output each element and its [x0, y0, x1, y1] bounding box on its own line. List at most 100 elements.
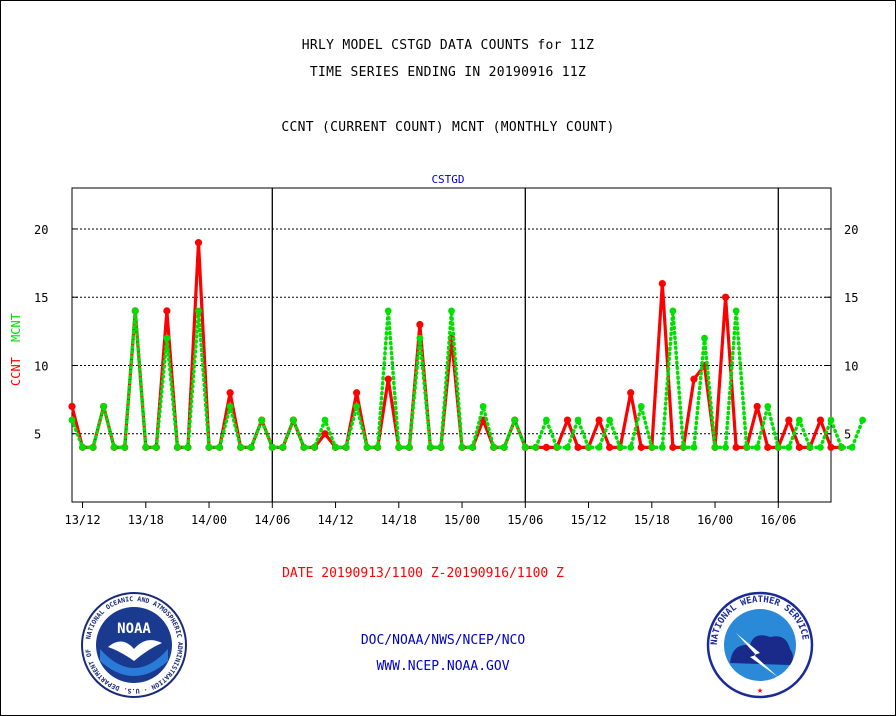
data-point-mcnt	[289, 416, 297, 424]
data-point-ccnt	[721, 293, 730, 301]
data-point-ccnt	[827, 443, 835, 451]
data-point-mcnt	[479, 403, 487, 410]
x-tick-label: 15/18	[634, 513, 670, 527]
data-point-mcnt	[542, 416, 550, 424]
plot-area-border	[71, 187, 832, 503]
data-point-mcnt	[848, 443, 856, 451]
data-point-mcnt	[131, 307, 139, 315]
x-tick-label: 15/12	[570, 513, 606, 527]
data-point-mcnt	[606, 416, 614, 424]
data-point-mcnt	[226, 403, 234, 410]
data-point-ccnt	[416, 320, 424, 329]
data-point-mcnt	[100, 403, 108, 410]
data-point-ccnt	[816, 416, 825, 424]
y-tick-label-right: 5	[844, 428, 851, 442]
data-point-ccnt	[785, 416, 793, 424]
data-point-mcnt	[163, 334, 171, 342]
data-point-mcnt	[121, 443, 129, 451]
data-point-mcnt	[690, 443, 698, 451]
data-point-mcnt	[68, 416, 76, 424]
data-point-mcnt	[321, 416, 329, 424]
y-tick-label-right: 20	[844, 223, 858, 237]
data-point-mcnt	[859, 416, 867, 424]
data-point-mcnt	[648, 443, 656, 451]
x-tick-label: 13/12	[64, 513, 100, 527]
data-point-mcnt	[416, 334, 424, 342]
data-point-ccnt	[690, 375, 698, 383]
data-point-mcnt	[247, 443, 255, 451]
data-point-mcnt	[701, 334, 708, 342]
data-point-mcnt	[469, 443, 476, 451]
data-point-mcnt	[774, 443, 782, 451]
data-point-mcnt	[574, 416, 582, 424]
data-point-ccnt	[542, 443, 550, 451]
data-point-mcnt	[363, 443, 371, 451]
data-point-mcnt	[838, 443, 845, 451]
data-point-mcnt	[521, 443, 529, 451]
time-series-chart: 5 5 10 10 15 15 20 20 13/12 13/18 14/00 14/06 14/12 1…	[34, 187, 867, 527]
nws-seal-icon: NATIONAL WEATHER SERVICE ★	[706, 591, 814, 699]
data-point-mcnt	[500, 443, 508, 451]
x-tick-label: 13/18	[128, 513, 164, 527]
data-point-ccnt	[194, 239, 203, 247]
data-point-mcnt	[258, 416, 266, 424]
y-tick-label-left: 15	[34, 291, 48, 305]
data-point-ccnt	[627, 389, 635, 397]
data-point-mcnt	[795, 416, 803, 424]
series-line-mcnt	[70, 310, 865, 450]
data-point-mcnt	[564, 443, 571, 451]
data-point-mcnt	[342, 443, 350, 451]
series-line-ccnt	[70, 241, 842, 449]
y-axis-label-ccnt: CCNT	[9, 357, 23, 386]
footer-url-link[interactable]: WWW.NCEP.NOAA.GOV	[376, 659, 510, 674]
data-point-mcnt	[195, 307, 202, 315]
data-point-mcnt	[616, 443, 624, 451]
date-range-label: DATE 20190913/1100 Z-20190916/1100 Z	[282, 566, 564, 581]
data-point-ccnt	[795, 443, 803, 451]
x-tick-label: 14/06	[254, 513, 290, 527]
data-point-mcnt	[332, 443, 339, 451]
data-point-mcnt	[595, 443, 603, 451]
data-point-mcnt	[637, 403, 645, 410]
data-point-mcnt	[785, 443, 793, 451]
data-point-ccnt	[658, 279, 666, 288]
footer-org: DOC/NOAA/NWS/NCEP/NCO	[360, 633, 526, 648]
y-tick-label-left: 5	[34, 428, 41, 442]
y-axis-label: CCNT MCNT	[9, 313, 23, 386]
data-point-mcnt	[279, 443, 287, 451]
data-point-mcnt	[437, 443, 445, 451]
y-axis-label-mcnt: MCNT	[9, 313, 23, 342]
data-point-mcnt	[79, 443, 86, 451]
data-point-mcnt	[553, 443, 561, 451]
data-point-mcnt	[311, 443, 318, 451]
svg-text:★: ★	[757, 685, 763, 696]
data-point-mcnt	[384, 307, 392, 315]
y-tick-label-right: 10	[844, 359, 858, 373]
data-point-ccnt	[764, 443, 772, 451]
data-point-mcnt	[216, 443, 223, 451]
data-point-mcnt	[142, 443, 150, 451]
data-point-ccnt	[574, 443, 582, 451]
data-point-mcnt	[627, 443, 635, 451]
data-point-mcnt	[152, 443, 160, 451]
x-tick-label: 16/00	[697, 513, 733, 527]
data-point-mcnt	[711, 443, 719, 451]
x-tick-label: 14/00	[191, 513, 227, 527]
data-point-mcnt	[817, 443, 824, 451]
data-point-ccnt	[163, 307, 171, 315]
data-point-mcnt	[110, 443, 118, 451]
data-point-mcnt	[827, 416, 835, 424]
data-point-mcnt	[658, 443, 666, 451]
data-point-mcnt	[374, 443, 382, 451]
data-point-mcnt	[205, 443, 213, 451]
chart-title-line2: TIME SERIES ENDING IN 20190916 11Z	[309, 65, 587, 80]
x-tick-label: 14/12	[317, 513, 353, 527]
data-point-mcnt	[764, 403, 772, 410]
y-tick-label-right: 15	[844, 291, 858, 305]
data-point-ccnt	[637, 443, 645, 451]
data-point-mcnt	[680, 443, 687, 451]
noaa-seal-icon: NOAA NATIONAL OCEANIC AND ATMOSPHERIC AD…	[80, 591, 187, 698]
x-tick-label: 15/06	[507, 513, 543, 527]
data-point-mcnt	[184, 443, 192, 451]
data-point-mcnt	[89, 443, 97, 451]
